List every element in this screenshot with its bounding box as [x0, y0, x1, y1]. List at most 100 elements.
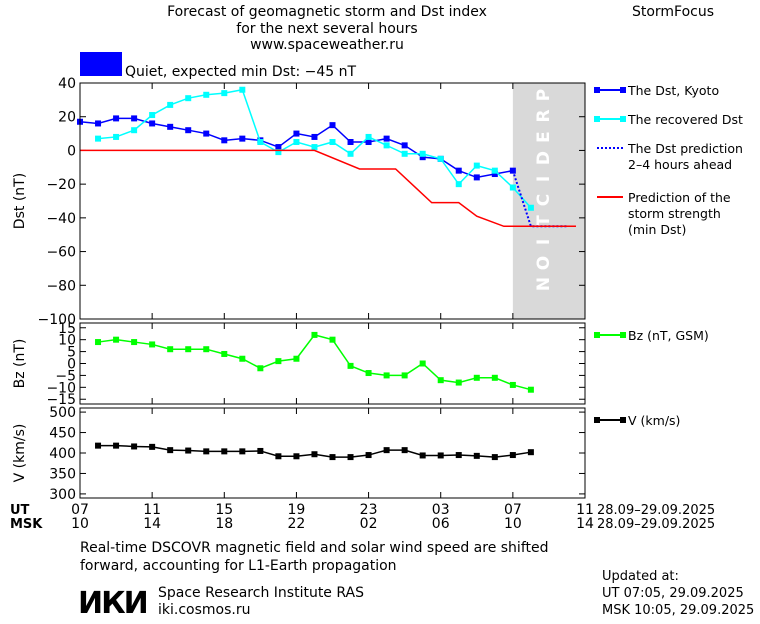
data-point [347, 362, 354, 369]
prediction-label-letter: T [534, 215, 554, 227]
prediction-label-letter: C [534, 194, 554, 206]
chart-title-line1: Forecast of geomagnetic storm and Dst in… [167, 4, 487, 20]
ut-axis-label: UT [10, 503, 30, 518]
data-point [311, 144, 318, 151]
data-point [293, 130, 300, 137]
data-point [113, 336, 120, 343]
data-point [257, 447, 264, 454]
ut-tick-label: 19 [288, 502, 306, 518]
legend-label: V (km/s) [628, 413, 680, 428]
legend-marker [594, 116, 600, 122]
series-line [97, 334, 532, 391]
prediction-label-letter: D [534, 151, 554, 165]
data-point [311, 331, 318, 338]
data-point [203, 448, 210, 455]
y-tick-label: 0 [67, 357, 76, 373]
legend-label: The recovered Dst [627, 112, 743, 127]
data-point [329, 336, 336, 343]
legend-marker [620, 116, 626, 122]
updated-ut: UT 07:05, 29.09.2025 [602, 586, 744, 601]
data-point [455, 181, 462, 188]
data-point [527, 449, 534, 456]
data-point [293, 453, 300, 460]
legend-label: storm strength [628, 206, 721, 221]
y-tick-label: 5 [67, 345, 76, 361]
data-point [419, 150, 426, 157]
data-point [257, 365, 264, 372]
data-point [149, 112, 156, 119]
iki-logo: ИКИ [78, 586, 147, 620]
ut-tick-label: 03 [432, 502, 450, 518]
y-tick-label: 20 [58, 110, 76, 126]
data-point [347, 454, 354, 461]
data-point [131, 443, 138, 450]
data-point [275, 453, 282, 460]
y-tick-label: 350 [49, 466, 76, 482]
site-url: www.spaceweather.ru [250, 37, 404, 53]
panel-frame [79, 322, 586, 405]
ut-tick-label: 23 [360, 502, 378, 518]
data-point [419, 154, 426, 161]
data-point [509, 452, 516, 459]
y-tick-label: 40 [58, 76, 76, 92]
data-point [437, 377, 444, 384]
data-point [383, 372, 390, 379]
series-line [80, 149, 576, 228]
footnote-line1: Real-time DSCOVR magnetic field and sola… [80, 540, 549, 556]
prediction-label-letter: I [534, 176, 554, 182]
data-point [221, 448, 228, 455]
data-point [365, 139, 372, 145]
data-point [221, 137, 228, 144]
y-tick-label: −80 [46, 278, 76, 294]
data-point [113, 115, 120, 122]
data-point [455, 452, 462, 459]
y-tick-label: −100 [38, 312, 76, 328]
ut-date-range: 28.09–29.09.2025 [597, 503, 715, 518]
panel-frame [79, 82, 586, 320]
data-point [437, 452, 444, 459]
y-tick-label: −40 [46, 211, 76, 227]
legend-marker [620, 87, 626, 93]
data-point [131, 339, 138, 346]
msk-tick-label: 14 [576, 516, 594, 532]
data-point [329, 122, 336, 129]
data-point [527, 204, 534, 211]
status-color-swatch [80, 52, 122, 76]
msk-axis-label: MSK [10, 517, 43, 532]
y-tick-label: 500 [49, 405, 76, 421]
prediction-label-letter: I [534, 239, 554, 245]
data-point [239, 86, 246, 93]
data-point [95, 120, 102, 127]
data-point [239, 448, 246, 455]
data-point [167, 447, 174, 454]
chart-title-line2: for the next several hours [236, 21, 417, 37]
y-tick-label: 300 [49, 487, 76, 503]
data-point [311, 451, 318, 458]
prediction-label-letter: N [534, 277, 554, 291]
data-point [95, 442, 102, 449]
msk-tick-label: 10 [504, 516, 522, 532]
institute-name: Space Research Institute RAS [158, 585, 364, 601]
data-point [491, 454, 498, 461]
data-point [149, 341, 156, 348]
data-point [185, 346, 192, 353]
status-text: Quiet, expected min Dst: −45 nT [125, 64, 357, 80]
legend-label: Prediction of the [628, 190, 731, 205]
y-tick-label: 15 [58, 321, 76, 337]
y-tick-label: −60 [46, 245, 76, 261]
brand-name: StormFocus [632, 4, 714, 20]
data-point [509, 381, 516, 388]
ut-tick-label: 07 [71, 502, 89, 518]
data-point [419, 360, 426, 367]
data-point [455, 167, 462, 174]
data-point [293, 139, 300, 145]
y-axis-label: Dst (nT) [12, 173, 28, 229]
data-point [95, 135, 102, 142]
y-tick-label: 0 [67, 143, 76, 159]
data-point [131, 115, 138, 122]
institute-site: iki.cosmos.ru [158, 602, 250, 618]
y-tick-label: −15 [46, 392, 76, 408]
y-tick-label: −10 [46, 380, 76, 396]
data-point [365, 133, 372, 140]
data-point [275, 149, 282, 156]
